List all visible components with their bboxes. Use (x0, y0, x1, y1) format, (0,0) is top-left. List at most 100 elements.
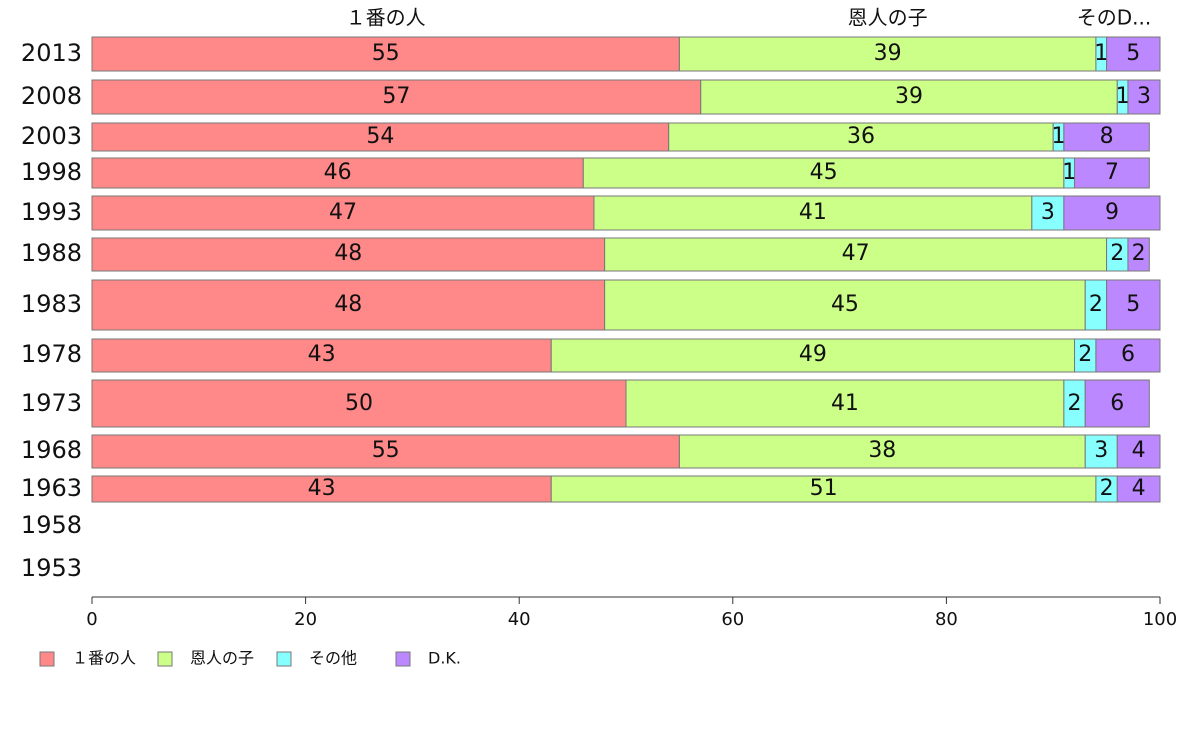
bar-segment (625, 379, 1065, 428)
bar-segment (1031, 195, 1065, 231)
bar-value-label: 6 (1110, 391, 1124, 416)
bar-segment (604, 237, 1108, 272)
bar-segment (91, 279, 606, 331)
bar-segment (1106, 279, 1161, 331)
bar-value-label: 2 (1132, 241, 1146, 266)
bar-value-label: 39 (874, 41, 902, 66)
legend: １番の人 恩人の子 その他 D.K. (39, 649, 461, 668)
year-label: 1978 (21, 340, 82, 368)
bar-segment (1095, 338, 1161, 373)
bar-value-label: 3 (1094, 438, 1108, 463)
year-label: 1988 (21, 239, 82, 267)
year-label: 2013 (21, 39, 82, 67)
bar-segment (91, 195, 595, 231)
bar-value-label: 2 (1110, 241, 1124, 266)
bar-value-label: 51 (810, 476, 838, 501)
bar-segment (91, 338, 552, 373)
legend-label: １番の人 (72, 649, 136, 668)
bar-value-label: 1 (1062, 160, 1076, 185)
bar-segment (678, 434, 1086, 469)
top-series-label: 恩人の子 (848, 6, 928, 30)
bar-value-label: 49 (799, 342, 827, 367)
bar-value-label: 1 (1052, 124, 1066, 149)
bar-value-label: 36 (847, 124, 875, 149)
bar-value-label: 5 (1126, 292, 1140, 317)
bar-segment (1084, 379, 1150, 428)
bar-segment (1116, 434, 1161, 469)
bar-value-label: 4 (1132, 438, 1146, 463)
bar-segment (550, 475, 1097, 503)
bar-segment (550, 338, 1076, 373)
year-label: 2008 (21, 82, 82, 110)
bar-value-label: 1 (1094, 41, 1108, 66)
year-label: 1953 (21, 554, 82, 582)
bar-segment (91, 122, 670, 152)
x-tick-label: 60 (721, 609, 744, 630)
bar-value-label: 1 (1116, 84, 1130, 109)
bar-segment (91, 434, 680, 469)
bar-value-label: 47 (329, 200, 357, 225)
bar-value-label: 4 (1132, 476, 1146, 501)
legend-label: 恩人の子 (190, 649, 254, 668)
bar-value-label: 48 (334, 292, 362, 317)
bar-value-label: 3 (1137, 84, 1151, 109)
bar-value-label: 50 (345, 391, 373, 416)
bar-segment (1106, 36, 1161, 72)
x-axis: 0 20 40 60 80 100 (86, 596, 1177, 630)
year-label: 1973 (21, 389, 82, 417)
bar-value-label: 43 (308, 342, 336, 367)
bar-segment (1116, 475, 1161, 503)
legend-swatch (395, 651, 411, 667)
legend-label: その他 (309, 649, 357, 668)
bar-segment (668, 122, 1054, 152)
bar-value-label: 45 (810, 160, 838, 185)
legend-swatch (39, 651, 55, 667)
bar-value-label: 41 (799, 200, 827, 225)
bar-value-label: 38 (868, 438, 896, 463)
bar-value-label: 47 (842, 241, 870, 266)
bar-segment (678, 36, 1097, 72)
bar-value-label: 3 (1041, 200, 1055, 225)
bar-value-label: 43 (308, 476, 336, 501)
legend-label: D.K. (428, 649, 461, 668)
bar-value-label: 39 (895, 84, 923, 109)
bar-segment (91, 79, 702, 115)
bar-segment (1127, 237, 1150, 272)
x-tick-label: 100 (1143, 609, 1177, 630)
legend-swatch (157, 651, 173, 667)
year-labels: 2013 2008 2003 1998 1993 1988 1983 1978 1973 1968… (21, 39, 82, 582)
year-label: 1983 (21, 290, 82, 318)
bar-value-label: 2 (1100, 476, 1114, 501)
bar-segment (91, 237, 606, 272)
bar-value-label: 54 (366, 124, 394, 149)
x-tick-label: 80 (935, 609, 958, 630)
top-series-label: １番の人 (346, 6, 426, 30)
bar-value-label: 41 (831, 391, 859, 416)
bar-segment (91, 475, 552, 503)
year-label: 1958 (21, 511, 82, 539)
x-tick-label: 0 (86, 609, 97, 630)
bar-value-label: 6 (1121, 342, 1135, 367)
top-series-label: そのD... (1077, 6, 1151, 30)
bars: 55 39 1 557 39 1 354 36 1 846 45 1 747 41 3 948 47 2 248 45… (91, 36, 1161, 503)
year-label: 1998 (21, 158, 82, 186)
year-label: 1968 (21, 436, 82, 464)
top-series-labels: １番の人 恩人の子 そのD... (346, 6, 1152, 30)
bar-value-label: 57 (382, 84, 410, 109)
bar-segment (604, 279, 1086, 331)
bar-value-label: 45 (831, 292, 859, 317)
bar-segment (700, 79, 1118, 115)
bar-segment (91, 157, 584, 189)
bar-value-label: 5 (1126, 41, 1140, 66)
bar-value-label: 55 (372, 41, 400, 66)
bar-segment (1127, 79, 1161, 115)
bar-value-label: 46 (324, 160, 352, 185)
bar-segment (91, 36, 680, 72)
bar-segment (1063, 195, 1161, 231)
bar-segment (1063, 122, 1150, 152)
bar-value-label: 8 (1100, 124, 1114, 149)
bar-segment (593, 195, 1033, 231)
year-label: 1963 (21, 474, 82, 502)
bar-value-label: 2 (1068, 391, 1082, 416)
bar-segment (91, 379, 627, 428)
